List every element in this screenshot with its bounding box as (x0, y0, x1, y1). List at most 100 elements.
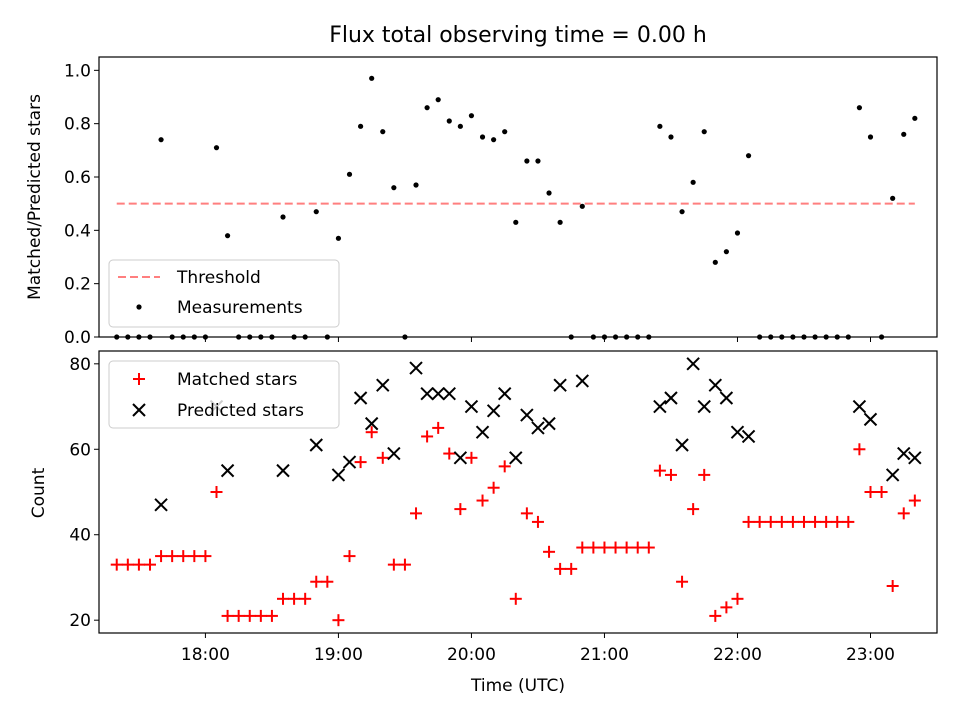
matched-stars-point (476, 494, 489, 507)
bottom-x-tick-label: 18:00 (181, 645, 230, 665)
matched-stars-point (786, 515, 799, 528)
matched-stars-point (598, 541, 611, 554)
matched-stars-point (509, 592, 522, 605)
measurements-point (313, 209, 319, 215)
matched-stars-point (709, 609, 722, 622)
bottom-y-tick-label: 60 (69, 440, 91, 460)
matched-stars-point (753, 515, 766, 528)
matched-stars-point (797, 515, 810, 528)
measurements-point (446, 118, 452, 124)
predicted-stars-point (686, 357, 700, 371)
matched-stars-point (155, 550, 168, 563)
measurements-legend-swatch (136, 304, 142, 310)
matched-stars-point (310, 575, 323, 588)
measurements-point (557, 219, 563, 225)
predicted-stars-point (342, 455, 357, 469)
matched-stars-point (676, 575, 689, 588)
measurements-point (413, 182, 419, 188)
matched-stars-point (642, 541, 655, 554)
matched-stars-point (631, 541, 644, 554)
matched-stars-point (875, 486, 888, 498)
measurements-point (513, 219, 519, 225)
matched-stars-point (531, 515, 544, 528)
predicted-stars-point (675, 438, 689, 452)
predicted-stars-point (708, 378, 723, 392)
predicted-stars-point (719, 391, 734, 405)
bottom-y-tick-label: 40 (69, 526, 91, 546)
top-y-tick-label: 0.8 (64, 115, 91, 135)
bottom-legend: Matched stars Predicted stars (108, 360, 340, 429)
matched-stars-legend-swatch (133, 373, 145, 385)
matched-stars-point (498, 460, 511, 473)
predicted-stars-point (730, 425, 745, 439)
matched-stars-point (110, 558, 123, 571)
matched-stars-point (143, 558, 156, 571)
matched-stars-point (199, 550, 212, 563)
top-y-tick-label: 1.0 (64, 61, 91, 81)
predicted-stars-point (220, 463, 235, 478)
predicted-stars-point (464, 399, 479, 414)
matched-stars-point (432, 421, 445, 434)
predicted-stars-legend-label: Predicted stars (177, 401, 304, 421)
predicted-stars-point (453, 451, 468, 465)
predicted-stars-point (331, 468, 346, 482)
measurements-point (712, 259, 718, 265)
measurements-point (468, 113, 475, 119)
top-y-tick-label: 0.4 (64, 221, 91, 241)
measurements-legend-label: Measurements (177, 298, 303, 318)
matched-stars-point (265, 609, 278, 622)
matched-stars-point (443, 447, 456, 460)
top-y-tick-label: 0.6 (64, 168, 91, 188)
measurements-point (701, 129, 707, 135)
measurements-point (502, 129, 508, 135)
predicted-stars-point (353, 391, 368, 405)
predicted-stars-point (852, 399, 867, 414)
measurements-point (435, 97, 441, 103)
matched-stars-point (210, 486, 223, 498)
matched-stars-point (809, 515, 822, 528)
matched-stars-point (232, 609, 245, 622)
measurements-point (890, 195, 896, 201)
predicted-stars-point (442, 387, 456, 401)
measurements-point (912, 115, 918, 121)
measurements-point (679, 209, 685, 215)
predicted-stars-point (409, 361, 423, 375)
measurements-point (479, 134, 486, 140)
measurements-point (745, 153, 752, 159)
predicted-stars-point (486, 404, 501, 418)
matched-stars-point (664, 468, 677, 481)
matched-stars-point (576, 541, 589, 554)
matched-stars-point (410, 507, 423, 520)
matched-stars-point (465, 451, 478, 464)
bottom-plot-area: 20 40 60 80 18:00 19:00 20:00 21:00 22:00 23:00 (69, 355, 922, 665)
measurements-point (690, 179, 696, 185)
matched-stars-point (376, 451, 389, 464)
matched-stars-point (886, 580, 899, 592)
predicted-stars-point (364, 416, 379, 431)
measurements-point (380, 129, 386, 135)
predicted-stars-point (697, 399, 711, 414)
bottom-x-axis-label: Time (UTC) (470, 676, 565, 696)
measurements-point (524, 158, 530, 164)
matched-stars-point (842, 515, 855, 528)
bottom-y-tick-label: 20 (69, 611, 91, 631)
matched-stars-point (343, 550, 356, 563)
measurements-point (335, 235, 342, 241)
matched-stars-point (653, 464, 666, 477)
bottom-x-tick-label: 23:00 (846, 645, 895, 665)
matched-stars-point (387, 558, 400, 571)
measurements-point (213, 145, 220, 151)
measurements-point (901, 131, 907, 137)
measurements-point (491, 137, 497, 143)
predicted-stars-point (520, 408, 534, 422)
predicted-stars-point (863, 412, 878, 427)
matched-stars-point (609, 541, 622, 554)
measurements-point (856, 105, 863, 111)
predicted-stars-point (387, 446, 401, 461)
predicted-stars-point (664, 391, 678, 405)
matched-stars-point (354, 456, 367, 469)
matched-stars-point (421, 430, 434, 443)
predicted-stars-point (154, 498, 168, 512)
top-chart-title: Flux total observing time = 0.00 h (329, 23, 707, 48)
